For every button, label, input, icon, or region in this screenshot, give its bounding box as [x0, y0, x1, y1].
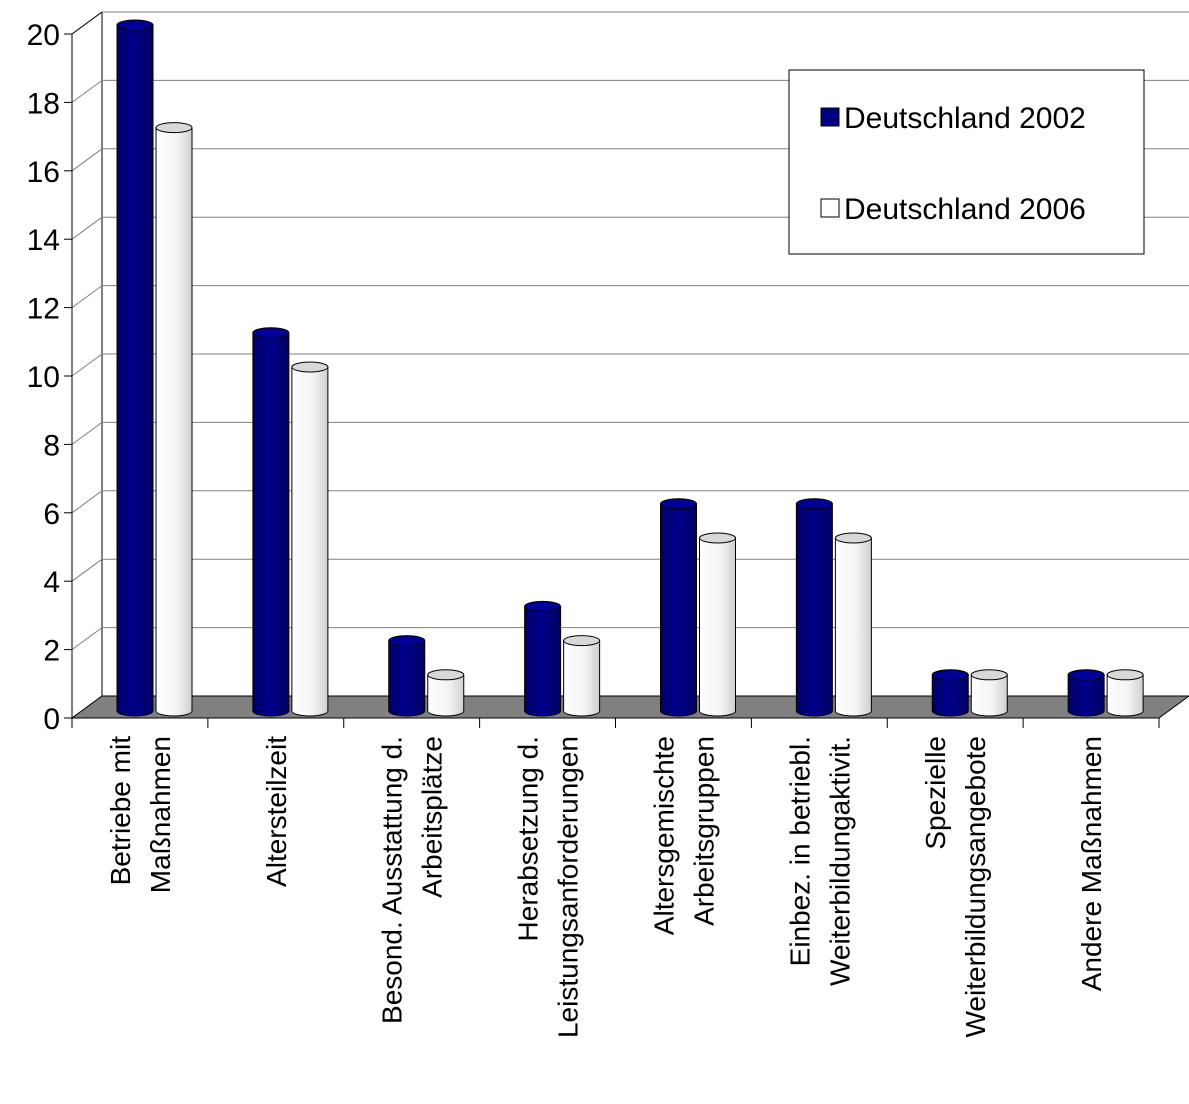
gridline-side	[71, 285, 103, 309]
bar-top	[660, 498, 697, 510]
bar-2006-1	[291, 361, 329, 717]
x-tick-label: Altersgemischte	[648, 736, 679, 935]
bar-2006-6	[970, 669, 1008, 717]
bar-2002-4	[660, 498, 697, 717]
gridline-side	[71, 216, 103, 240]
y-axis-top-edge	[71, 11, 103, 35]
bar-2002-7	[1067, 669, 1105, 717]
bar-top	[291, 361, 329, 373]
y-tick-label: 6	[43, 498, 60, 531]
gridline-side	[71, 421, 103, 445]
bar-2006-2	[427, 669, 465, 717]
x-tick-label: Arbeitsgruppen	[688, 736, 719, 926]
bar-body	[427, 674, 465, 717]
bar-2002-3	[524, 600, 562, 717]
gridline-side	[71, 353, 103, 377]
bar-body	[795, 503, 833, 717]
bar-top	[795, 498, 833, 510]
floor	[70, 695, 1189, 719]
y-axis-tick-labels: 0 2 4 6 8 10 12 14 16 18 20	[27, 19, 60, 736]
bar-top	[699, 532, 736, 544]
bar-top	[1067, 669, 1105, 681]
legend: Deutschland 2002 Deutschland 2006	[788, 69, 1145, 255]
bar-2006-7	[1106, 669, 1144, 717]
x-tick-label: Besond. Ausstattung d.	[377, 736, 408, 1024]
legend-label: Deutschland 2006	[844, 193, 1086, 226]
y-tick-label: 12	[27, 293, 60, 326]
y-tick-label: 14	[27, 224, 60, 257]
bar-2006-0	[155, 122, 193, 717]
y-tick-label: 10	[27, 361, 60, 394]
y-tick-label: 4	[43, 566, 60, 599]
bar-body	[563, 640, 601, 717]
x-tick-label: Arbeitsplätze	[417, 736, 448, 898]
bar-body	[252, 332, 290, 717]
legend-label: Deutschland 2002	[844, 102, 1086, 135]
gridline-side	[71, 627, 103, 651]
y-tick-label: 16	[27, 156, 60, 189]
bar-2002-6	[931, 669, 969, 717]
x-tick-label: Altersteilzeit	[261, 736, 292, 887]
bar-top	[116, 19, 154, 31]
gridline-side	[71, 148, 103, 172]
x-tick-label: Weiterbildungsangebote	[960, 736, 991, 1037]
x-tick-label: Andere Maßnahmen	[1076, 736, 1107, 991]
bar-2002-1	[252, 327, 290, 717]
bar-body	[931, 674, 969, 717]
x-tick-label: Spezielle	[920, 736, 951, 850]
y-tick-label: 20	[27, 19, 60, 52]
x-tick-label: Herabsetzung d.	[513, 736, 544, 941]
x-tick-label: Einbez. in betriebl.	[784, 736, 815, 966]
x-tick-label: Betriebe mit	[105, 736, 136, 886]
y-tick-label: 8	[43, 429, 60, 462]
bar-top	[252, 327, 290, 339]
gridline-side	[71, 490, 103, 514]
bar-top	[931, 669, 969, 681]
bar-body	[660, 503, 697, 717]
bar-top	[563, 635, 601, 647]
bar-body	[834, 537, 872, 717]
bar-body	[699, 537, 736, 717]
bar-top	[427, 669, 465, 681]
bar-2002-0	[116, 19, 154, 717]
bar-top	[388, 635, 426, 647]
axes	[64, 11, 1160, 728]
bar-body	[155, 127, 193, 717]
bar-body	[116, 24, 154, 717]
bar-body	[524, 605, 562, 717]
x-tick-label: Leistungsanforderungen	[553, 736, 584, 1038]
plot-floor	[70, 695, 1189, 719]
x-tick-label: Maßnahmen	[145, 736, 176, 893]
bar-body	[291, 366, 329, 717]
bar-2002-5	[795, 498, 833, 717]
legend-box	[788, 69, 1145, 255]
bar-2006-5	[834, 532, 872, 717]
bar-body	[1067, 674, 1105, 717]
bar-top	[834, 532, 872, 544]
gridline-side	[71, 79, 103, 103]
y-tick-label: 18	[27, 87, 60, 120]
bar-body	[388, 640, 426, 717]
bar-2002-2	[388, 635, 426, 717]
legend-swatch	[820, 107, 840, 127]
bar-body	[970, 674, 1008, 717]
x-axis-tick-labels: Betriebe mit Maßnahmen Altersteilzeit Beson…	[105, 736, 1107, 1038]
bar-2006-4	[699, 532, 736, 717]
bar-top	[524, 600, 562, 612]
y-tick-label: 2	[43, 635, 60, 668]
bar-body	[1106, 674, 1144, 717]
x-tick-label: Weiterbildungaktivit.	[824, 736, 855, 986]
bar-top	[970, 669, 1008, 681]
bars	[116, 19, 1144, 717]
y-tick-label: 0	[43, 703, 60, 736]
gridline-side	[71, 558, 103, 582]
bar-top	[1106, 669, 1144, 681]
legend-swatch	[820, 198, 840, 218]
bar-top	[155, 122, 193, 134]
bar-2006-3	[563, 635, 601, 717]
